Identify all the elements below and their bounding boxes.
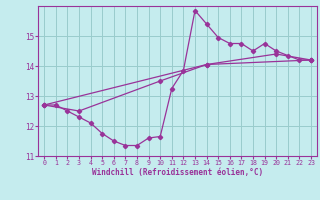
X-axis label: Windchill (Refroidissement éolien,°C): Windchill (Refroidissement éolien,°C) bbox=[92, 168, 263, 177]
